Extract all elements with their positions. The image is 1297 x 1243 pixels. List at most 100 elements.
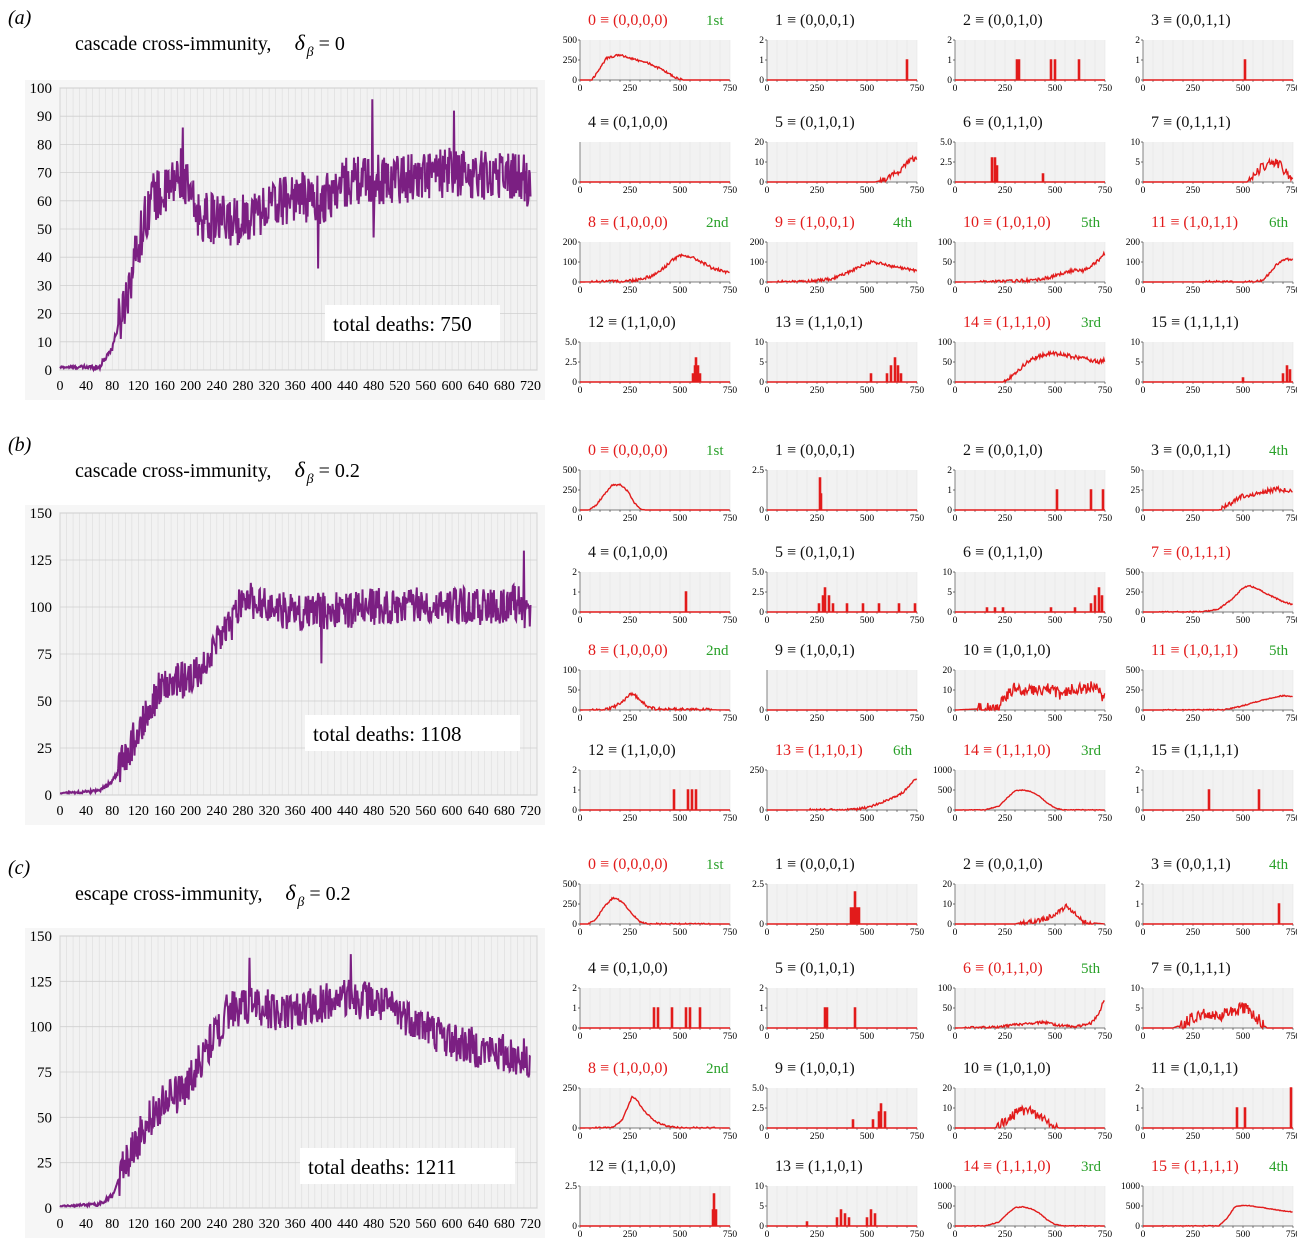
x-tick-label: 400 [311,1217,332,1232]
subplot-rank: 4th [1269,857,1289,873]
subplot-area [580,1186,730,1226]
subplot-x-tick: 750 [723,186,738,196]
subplot-y-tick: 0 [759,76,764,86]
subplot-y-tick: 0 [759,378,764,388]
subplot-area [580,572,730,612]
subplot-series-line [955,788,1105,811]
subplot-area [767,470,917,510]
subplot-title: 10 ≡ (1,0,1,0) [963,642,1051,659]
subplot-x-tick: 750 [910,714,925,724]
subplot-x-tick: 750 [1286,1032,1297,1042]
subplot-title: 0 ≡ (0,0,0,0) [588,12,668,29]
subplot-title: 12 ≡ (1,1,0,0) [588,314,676,331]
subplot-title: 14 ≡ (1,1,1,0) [963,742,1051,759]
subplot-12: 12 ≡ (1,1,0,0) 0 1 2 0 250 500 750 [572,742,737,824]
subplot-y-tick: 2.5 [565,1182,577,1192]
subplot-area [580,242,730,282]
subplot-title: 9 ≡ (1,0,0,1) [775,1060,855,1077]
panel-c: (c)escape cross-immunity, δ β = 0.202550751… [8,856,1297,1240]
subplot-x-tick: 500 [673,1032,688,1042]
subplot-x-tick: 250 [1186,286,1201,296]
subplot-y-tick: 0 [759,506,764,516]
subplot-title: 4 ≡ (0,1,0,0) [588,960,668,977]
subplot-area [955,1186,1105,1226]
subplot-area [767,40,917,80]
subplot-y-tick: 20 [943,1084,953,1094]
subplot-x-tick: 0 [578,1230,583,1240]
total-deaths-label: total deaths: 750 [333,312,472,336]
subplot-x-tick: 250 [998,714,1013,724]
subplot-y-tick: 250 [563,900,578,910]
subplot-x-tick: 250 [623,386,638,396]
subplot-x-tick: 750 [910,1032,925,1042]
subplot-y-tick: 20 [943,880,953,890]
subplot-area [955,40,1105,80]
subplot-x-tick: 250 [623,84,638,94]
subplot-x-tick: 0 [1141,186,1146,196]
subplot-title: 7 ≡ (0,1,1,1) [1151,544,1231,561]
subplot-y-tick: 10 [1131,138,1141,148]
subplot-y-tick: 2 [759,36,764,46]
subplot-title: 6 ≡ (0,1,1,0) [963,114,1043,131]
subplot-title: 13 ≡ (1,1,0,1) [775,1158,863,1175]
subplot-x-tick: 500 [860,386,875,396]
subplot-x-tick: 250 [810,186,825,196]
x-tick-label: 640 [468,804,489,819]
subplot-y-tick: 200 [1126,238,1141,248]
subplot-x-tick: 250 [810,286,825,296]
subplot-14: 14 ≡ (1,1,1,0) 3rd 0 50 100 0 250 500 750 [938,314,1113,396]
subplot-12: 12 ≡ (1,1,0,0) 0 2.5 0 250 500 750 [565,1158,737,1240]
subplot-x-tick: 0 [765,1032,770,1042]
y-tick-label: 20 [37,307,52,323]
x-tick-label: 200 [180,804,201,819]
subplot-rank: 1st [706,443,724,459]
subplot-series-line [580,1095,730,1129]
subplot-x-tick: 500 [1048,1032,1063,1042]
subplot-x-tick: 500 [1048,286,1063,296]
subplot-area [955,884,1105,924]
subplot-y-tick: 0 [947,608,952,618]
subplot-x-tick: 750 [723,814,738,824]
x-tick-label: 520 [389,804,410,819]
subplot-title: 12 ≡ (1,1,0,0) [588,742,676,759]
subplot-x-tick: 500 [860,928,875,938]
subplot-4: 4 ≡ (0,1,0,0) 00 250 500 750 [572,114,737,196]
panel-letter: (b) [8,434,32,456]
subplot-y-tick: 1 [759,1004,764,1014]
subplot-title: 11 ≡ (1,0,1,1) [1151,1060,1238,1077]
subplot-x-tick: 750 [910,1132,925,1142]
subplot-series-line [580,789,730,811]
subplot-title: 8 ≡ (1,0,0,0) [588,1060,668,1077]
subplot-2: 2 ≡ (0,0,1,0) 0 10 20 0 250 500 750 [943,856,1113,938]
subplot-x-tick: 0 [765,286,770,296]
subplot-x-tick: 250 [623,1032,638,1042]
x-tick-label: 320 [259,1217,280,1232]
x-tick-label: 440 [337,804,358,819]
subplot-series-line [955,59,1105,81]
y-tick-label: 125 [30,553,53,569]
x-tick-label: 600 [442,1217,463,1232]
subplot-y-tick: 500 [938,1202,953,1212]
subplot-y-tick: 1 [1135,56,1140,66]
subplot-x-tick: 0 [953,514,958,524]
subplot-area [767,770,917,810]
subplot-y-tick: 500 [563,880,578,890]
subplot-title: 3 ≡ (0,0,1,1) [1151,856,1231,873]
subplot-y-tick: 1000 [933,766,952,776]
subplot-x-tick: 750 [1286,84,1297,94]
main-series-line [59,954,531,1209]
subplot-y-tick: 500 [1126,568,1141,578]
subplot-area [580,1088,730,1128]
subplot-y-tick: 5 [759,1202,764,1212]
subplot-rank: 4th [893,215,913,231]
subplot-x-tick: 500 [673,814,688,824]
subplot-x-tick: 500 [673,616,688,626]
subplot-rank: 3rd [1081,743,1101,759]
subplot-y-tick: 2 [572,984,577,994]
subplot-x-tick: 750 [1286,1132,1297,1142]
beta-subscript: β [296,895,304,910]
subplot-x-tick: 250 [623,616,638,626]
subplot-x-tick: 750 [910,1230,925,1240]
subplot-y-tick: 10 [755,1182,765,1192]
subplot-y-tick: 0 [947,76,952,86]
